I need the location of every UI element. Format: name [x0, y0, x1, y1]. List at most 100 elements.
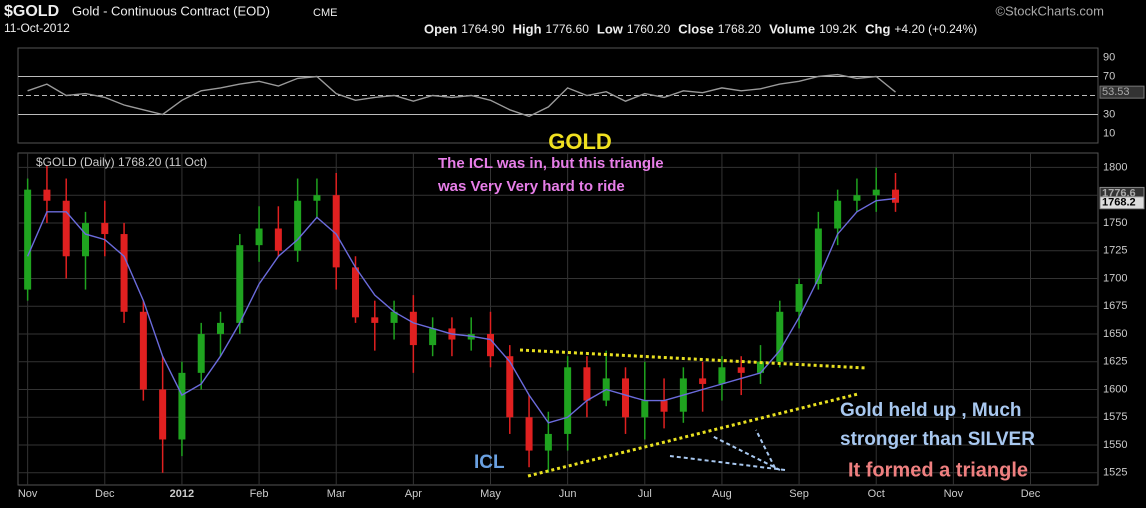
candle-body — [872, 189, 880, 196]
annotation: stronger than SILVER — [840, 429, 1035, 450]
candle-body — [641, 400, 649, 418]
x-tick-label: Nov — [944, 488, 964, 500]
y-tick-label: 1575 — [1103, 411, 1127, 423]
candle-body — [371, 317, 379, 323]
candle-body — [82, 222, 89, 257]
candle-body — [43, 189, 51, 201]
last-label: 53.53 — [1102, 86, 1130, 98]
candle-body — [332, 195, 340, 268]
candle-body — [487, 333, 494, 357]
y-tick-label: 1750 — [1103, 217, 1127, 229]
y-tick-label: 1600 — [1103, 383, 1127, 395]
annotation: Gold held up , Much — [840, 400, 1022, 421]
x-tick-label: Mar — [327, 488, 346, 500]
x-tick-label: 2012 — [170, 488, 194, 500]
y-tick-label: 1625 — [1103, 356, 1127, 368]
arrow — [711, 435, 781, 471]
x-tick-label: Dec — [95, 488, 115, 500]
instrument-name: Gold - Continuous Contract (EOD) — [72, 3, 270, 18]
quote-label: Chg — [865, 21, 890, 36]
candle-body — [255, 228, 263, 246]
candle-body — [139, 311, 147, 390]
arrow — [669, 455, 786, 471]
y-tick-label: 30 — [1103, 108, 1115, 120]
x-tick-label: Oct — [868, 488, 885, 500]
x-tick-label: Aug — [712, 488, 732, 500]
candle-body — [313, 195, 321, 201]
source: ©StockCharts.com — [995, 3, 1104, 18]
candle-body — [795, 284, 803, 312]
arrow — [755, 429, 776, 469]
price-panel — [17, 152, 1099, 486]
y-tick-label: 90 — [1103, 51, 1115, 63]
x-tick-label: May — [480, 488, 501, 500]
y-tick-label: 1675 — [1103, 300, 1127, 312]
candle-body — [583, 367, 591, 401]
rsi-line — [27, 73, 896, 118]
quote-value: 1764.90 — [461, 22, 505, 36]
y-tick-label: 1525 — [1103, 467, 1127, 479]
candle-body — [217, 322, 224, 334]
y-tick-label: 1650 — [1103, 328, 1127, 340]
triangle-top — [519, 348, 867, 370]
annotation: was Very Very hard to ride — [437, 178, 625, 195]
candle-body — [274, 228, 282, 251]
quote-value: 1768.20 — [718, 22, 762, 36]
candle-body — [757, 361, 764, 373]
y-tick-label: 1800 — [1103, 161, 1127, 173]
quote-value: 109.2K — [819, 22, 857, 36]
candle-body — [236, 245, 244, 323]
price-label-box — [1099, 196, 1145, 210]
candle-body — [390, 311, 398, 323]
annotation: It formed a triangle — [848, 459, 1028, 481]
quote-value: +4.20 (+0.24%) — [894, 22, 977, 36]
candle-body — [660, 400, 668, 412]
candle-body — [776, 311, 784, 362]
candle-body — [429, 328, 437, 346]
x-tick-label: Nov — [18, 488, 38, 500]
annotation: The ICL was in, but this triangle — [438, 155, 664, 172]
candle-body — [24, 189, 32, 290]
candle-body — [834, 200, 842, 229]
candle-body — [101, 222, 109, 235]
x-tick-label: Feb — [250, 488, 269, 500]
candle-body — [294, 200, 302, 251]
quote-label: Volume — [769, 21, 815, 36]
quote-value: 1760.20 — [627, 22, 671, 36]
quote-label: Open — [424, 21, 457, 36]
candle-body — [892, 189, 899, 203]
candle-body — [622, 378, 629, 418]
candle-body — [409, 311, 417, 346]
exchange: CME — [313, 7, 337, 19]
arrows — [669, 429, 786, 471]
y-tick-label: 70 — [1103, 70, 1115, 82]
quote-line: Open 1764.90 High 1776.60 Low 1760.20 Close 176… — [424, 21, 977, 36]
quote-label: High — [513, 21, 542, 36]
x-tick-label: Jul — [638, 488, 652, 500]
candle-body — [718, 367, 726, 384]
triangle-bottom — [527, 392, 859, 478]
candle-body — [699, 378, 707, 384]
price-label: 1768.2 — [1102, 197, 1136, 209]
x-tick-label: Dec — [1021, 488, 1041, 500]
candle-body — [159, 389, 167, 440]
candle-body — [352, 267, 359, 318]
y-tick-label: 1550 — [1103, 439, 1127, 451]
symbol: $GOLD — [4, 3, 59, 20]
y-tick-label: 1725 — [1103, 245, 1127, 257]
candle-body — [737, 367, 745, 373]
moving-average — [26, 197, 896, 424]
y-tick-label: 1700 — [1103, 272, 1127, 284]
candle-body — [506, 356, 514, 418]
last-label-box — [1099, 85, 1145, 99]
x-tick-label: Apr — [405, 488, 422, 500]
candle-body — [853, 195, 861, 201]
candle-body — [178, 372, 186, 440]
x-tick-label: Jun — [559, 488, 577, 500]
candle-body — [120, 234, 128, 312]
candle-body — [544, 433, 552, 451]
candle-body — [525, 417, 533, 451]
quote-value: 1776.60 — [546, 22, 590, 36]
